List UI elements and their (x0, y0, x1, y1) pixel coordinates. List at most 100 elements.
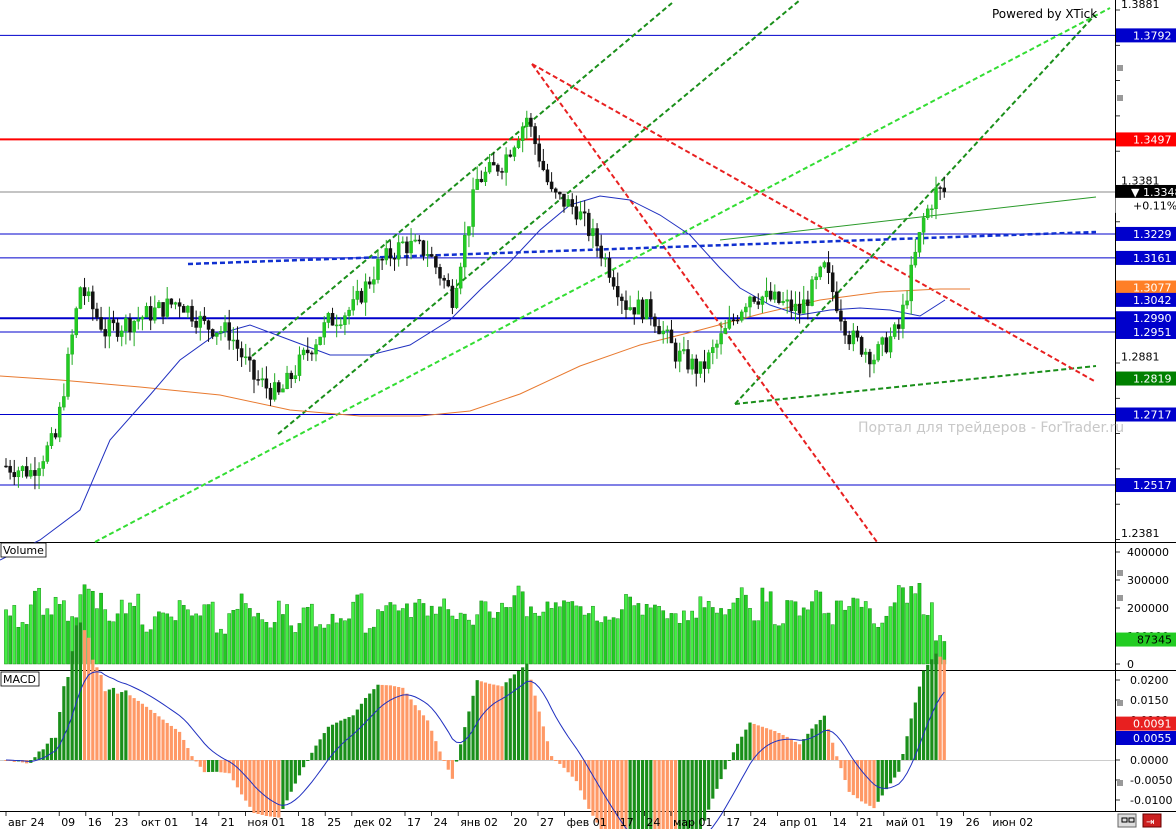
price-label-box (1115, 197, 1176, 213)
macd-bar (384, 685, 388, 760)
candle-body (487, 162, 492, 173)
volume-bar (884, 615, 889, 665)
macd-bar (839, 760, 843, 769)
volume-bar (669, 613, 674, 665)
volume-bar (727, 609, 732, 665)
volume-bar (739, 587, 744, 665)
candle-body (533, 126, 537, 145)
volume-bar (285, 604, 289, 665)
candle-body (248, 356, 252, 361)
candle-body (140, 316, 145, 320)
macd-bar (715, 760, 719, 789)
volume-bar (599, 622, 604, 665)
candle-body (359, 290, 364, 303)
macd-bar (91, 659, 95, 760)
volume-bar (173, 620, 178, 665)
volume-bar (905, 602, 909, 665)
candle-body (669, 329, 674, 344)
price-label-box (1116, 184, 1176, 199)
volume-bar (632, 605, 637, 665)
candle-body (541, 160, 546, 171)
macd-bar (814, 724, 818, 760)
macd-bar (591, 760, 595, 816)
candle-body (855, 330, 860, 338)
candle-body (611, 277, 616, 287)
scroll-arrows[interactable] (1117, 65, 1123, 786)
exit-icon[interactable] (1142, 813, 1162, 828)
time-tick-label: мар 01 (673, 816, 713, 829)
macd-bar (157, 716, 161, 760)
time-tick-label: 17 (407, 816, 421, 829)
volume-bar (136, 593, 141, 665)
macd-bar (132, 698, 136, 760)
price-label-text: 1.3042 (1133, 294, 1172, 307)
candle-body (921, 217, 926, 233)
candle-body (343, 315, 347, 325)
volume-bar (409, 617, 413, 665)
volume-bar (826, 612, 831, 665)
macd-bar (41, 749, 45, 760)
price-label-text: 1.3229 (1133, 228, 1172, 241)
macd-bar (876, 760, 880, 802)
volume-bar (272, 622, 277, 665)
candle-body (103, 329, 107, 337)
volume-bar (529, 606, 533, 665)
macd-bar (190, 756, 194, 760)
volume-bar (268, 627, 273, 665)
candle-body (392, 257, 397, 260)
price-label-box (1116, 292, 1176, 307)
price-candles (4, 110, 947, 490)
macd-bar (893, 760, 897, 778)
candle-body (310, 352, 314, 355)
candle-body (434, 256, 438, 268)
candle-body (657, 326, 661, 335)
macd-bar (182, 739, 186, 760)
macd-tick-label: -0.0100 (1130, 794, 1172, 807)
candle-body (624, 300, 628, 310)
macd-bar (599, 760, 603, 830)
volume-bar (314, 626, 318, 665)
candle-body (880, 337, 885, 345)
candle-body (578, 211, 583, 220)
candle-body (136, 318, 141, 322)
price-label-box (1116, 250, 1176, 265)
macd-bar (62, 686, 66, 760)
price-axis: 1.3881 1.3381 1.2881 1.2381 1.3792 1.3497 ▼ 1.… (1115, 0, 1176, 807)
volume-bar (648, 607, 653, 665)
macd-bar (583, 760, 587, 800)
moving-averages (0, 195, 970, 561)
macd-bar (674, 760, 678, 833)
time-tick-label: авг 24 (8, 816, 45, 829)
macd-bar (764, 728, 769, 760)
macd-bar (913, 702, 917, 760)
bottom-right-controls[interactable]: ⇥ (1117, 813, 1162, 828)
candle-body (243, 356, 248, 359)
candle-body (917, 232, 922, 253)
volume-bar (673, 613, 678, 665)
macd-bar (194, 760, 198, 762)
macd-bar (140, 703, 144, 760)
volume-bar (128, 602, 132, 665)
volume-bar (702, 607, 707, 665)
candle-body (690, 358, 694, 370)
candle-body (719, 333, 723, 345)
volume-bar (508, 607, 513, 665)
volume-bar (438, 606, 442, 665)
macd-bar (219, 760, 223, 773)
macd-bar (289, 760, 293, 792)
time-tick-label: май 01 (886, 816, 926, 829)
volume-bar (901, 587, 905, 665)
volume-bar (512, 595, 517, 665)
time-tick-label: 20 (513, 816, 527, 829)
candle-body (702, 361, 707, 369)
svg-text:⇥: ⇥ (1146, 817, 1154, 828)
volume-bar (12, 605, 17, 665)
volume-bar (748, 608, 752, 665)
candle-body (95, 308, 99, 318)
macd-bar (211, 760, 215, 772)
candle-body (525, 117, 529, 127)
volume-bar (706, 601, 711, 665)
macd-bar (744, 729, 748, 760)
